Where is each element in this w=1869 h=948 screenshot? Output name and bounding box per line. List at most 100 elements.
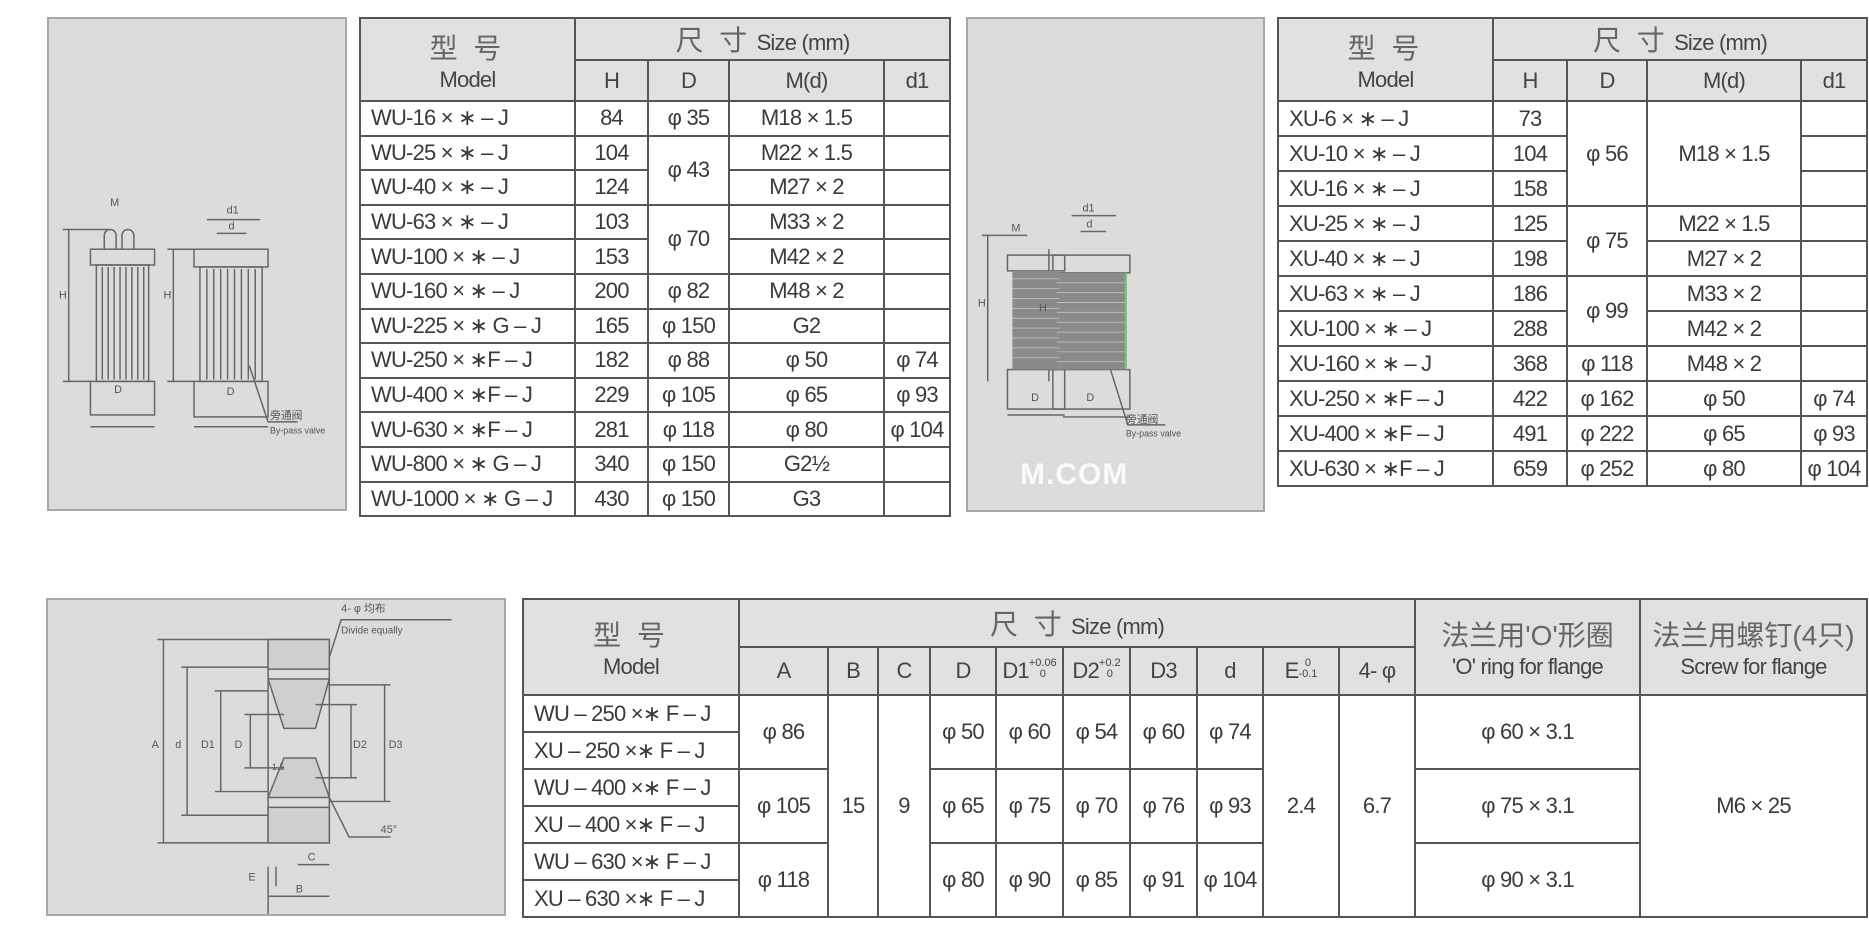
label-d-bottom2: D bbox=[1086, 392, 1094, 404]
col-h: H bbox=[574, 59, 649, 102]
value-cell bbox=[1799, 240, 1869, 277]
table-row: WU-225 × ∗ G – J 165 φ 150 G2 bbox=[359, 307, 952, 345]
value-cell: G3 bbox=[728, 480, 885, 518]
xu-filter-diagram: M d1 d H H D D 旁通阀 By-pass valve bbox=[978, 203, 1181, 439]
table-row: WU-16 × ∗ – J 84 φ 35 M18 × 1.5 bbox=[359, 100, 952, 137]
label-chamfer: 1.5 bbox=[272, 762, 284, 772]
value-cell: 491 bbox=[1492, 415, 1568, 452]
value-cell: φ 82 bbox=[647, 272, 730, 310]
label-m: M bbox=[1011, 222, 1020, 234]
value-cell: φ 75 bbox=[995, 768, 1064, 844]
value-cell: φ 50 bbox=[929, 694, 997, 770]
value-cell: M42 × 2 bbox=[728, 238, 885, 275]
value-cell: φ 70 bbox=[647, 203, 730, 275]
label-d: d bbox=[229, 220, 235, 232]
value-cell: φ 90 bbox=[995, 842, 1064, 918]
value-cell: φ 118 bbox=[647, 411, 730, 448]
value-cell: 73 bbox=[1492, 100, 1568, 137]
label-d-bottom: D bbox=[1031, 392, 1039, 404]
col-d: D bbox=[647, 59, 730, 102]
size-header: 尺 寸 Size (mm) bbox=[737, 598, 1417, 648]
col-md: M(d) bbox=[728, 59, 885, 102]
label-m: M bbox=[110, 197, 119, 209]
table-row: XU-160 × ∗ – J 368 φ 118 M48 × 2 bbox=[1277, 345, 1869, 382]
col-header: E 0 -0.1 bbox=[1262, 646, 1340, 696]
xu-spec-table: 型 号 Model 尺 寸 Size (mm) H D M(d) d1 XU-6 … bbox=[1277, 17, 1869, 487]
value-cell: φ 50 bbox=[728, 342, 885, 379]
label-d1: D1 bbox=[201, 739, 215, 751]
value-cell bbox=[882, 100, 952, 137]
value-cell: 281 bbox=[574, 411, 649, 448]
value-cell: 430 bbox=[574, 480, 649, 518]
model-cell: XU-100 × ∗ – J bbox=[1277, 310, 1494, 347]
value-cell: M33 × 2 bbox=[1646, 275, 1802, 312]
wu-filter-drawing: M d1 d H H D D 旁通阀 By-pass valve bbox=[47, 17, 347, 511]
table-row: XU-630 × ∗F – J 659 φ 252 φ 80 φ 104 bbox=[1277, 450, 1869, 487]
value-cell: M22 × 1.5 bbox=[1646, 205, 1802, 242]
model-cell: WU-630 × ∗F – J bbox=[359, 411, 576, 448]
value-cell: φ 150 bbox=[647, 480, 730, 518]
value-cell: φ 43 bbox=[647, 134, 730, 206]
col-md: M(d) bbox=[1646, 59, 1802, 102]
value-cell bbox=[882, 169, 952, 206]
col-header: D2 +0.2 0 bbox=[1062, 646, 1131, 696]
bypass-label-en: By-pass valve bbox=[1126, 429, 1181, 439]
oring-header: 法兰用'O'形圈 'O' ring for flange bbox=[1414, 598, 1642, 696]
label-h2: H bbox=[1039, 302, 1047, 314]
value-cell bbox=[1799, 345, 1869, 382]
value-cell: φ 80 bbox=[728, 411, 885, 448]
value-cell bbox=[1799, 205, 1869, 242]
value-cell bbox=[882, 238, 952, 275]
col-header: C bbox=[877, 646, 931, 696]
value-cell: M18 × 1.5 bbox=[1646, 100, 1802, 207]
col-header: D bbox=[929, 646, 997, 696]
value-cell bbox=[882, 272, 952, 310]
col-header: B bbox=[827, 646, 879, 696]
value-cell: φ 93 bbox=[1196, 768, 1264, 844]
col-header: D1 +0.06 0 bbox=[995, 646, 1064, 696]
table-row: WU-25 × ∗ – J 104 φ 43 M22 × 1.5 bbox=[359, 134, 952, 206]
model-cell: WU-100 × ∗ – J bbox=[359, 238, 576, 275]
value-cell: φ 65 bbox=[1646, 415, 1802, 452]
table-row: XU-100 × ∗ – J 288 M42 × 2 bbox=[1277, 310, 1869, 347]
value-cell: 103 bbox=[574, 203, 649, 241]
value-cell: φ 70 bbox=[1062, 768, 1131, 844]
label-d1: d1 bbox=[1082, 203, 1094, 215]
label-d: d bbox=[1086, 219, 1092, 231]
model-cell: XU-400 × ∗F – J bbox=[1277, 415, 1494, 452]
value-cell: φ 104 bbox=[882, 411, 952, 448]
value-cell: 15 bbox=[827, 694, 879, 918]
value-cell: G2 bbox=[728, 307, 885, 345]
value-cell: M48 × 2 bbox=[1646, 345, 1802, 382]
value-cell bbox=[1799, 135, 1869, 172]
table-row: WU-250 × ∗F – J 182 φ 88 φ 50 φ 74 bbox=[359, 342, 952, 379]
model-cell: WU-1000 × ∗ G – J bbox=[359, 480, 576, 518]
label-d-small: d bbox=[175, 739, 181, 751]
value-cell: φ 65 bbox=[728, 376, 885, 414]
value-cell: φ 150 bbox=[647, 445, 730, 483]
col-header: A bbox=[738, 646, 829, 696]
value-cell: M42 × 2 bbox=[1646, 310, 1802, 347]
table-row: XU – 250 ×∗ F – J bbox=[522, 731, 1867, 770]
value-cell: φ 74 bbox=[1196, 694, 1264, 770]
value-cell: φ 99 bbox=[1566, 275, 1648, 347]
label-d1: d1 bbox=[227, 205, 239, 217]
value-cell: M27 × 2 bbox=[728, 169, 885, 206]
value-cell bbox=[1799, 275, 1869, 312]
model-header: 型 号 Model bbox=[1277, 17, 1494, 102]
col-header: 4- φ bbox=[1337, 646, 1417, 696]
size-header: 尺 寸 Size (mm) bbox=[1491, 17, 1869, 61]
table-row: XU-10 × ∗ – J 104 bbox=[1277, 135, 1869, 172]
col-h: H bbox=[1492, 59, 1568, 102]
model-cell: XU-25 × ∗ – J bbox=[1277, 205, 1494, 242]
value-cell: 186 bbox=[1492, 275, 1568, 312]
table-row: WU-400 × ∗F – J 229 φ 105 φ 65 φ 93 bbox=[359, 376, 952, 414]
value-cell: φ 252 bbox=[1566, 450, 1648, 487]
value-cell: 182 bbox=[574, 342, 649, 379]
value-cell: 104 bbox=[1492, 135, 1568, 172]
screw-header: 法兰用螺钉(4只) Screw for flange bbox=[1639, 598, 1869, 696]
value-cell: φ 85 bbox=[1062, 842, 1131, 918]
table-row: WU-800 × ∗ G – J 340 φ 150 G2½ bbox=[359, 445, 952, 483]
model-cell: WU-16 × ∗ – J bbox=[359, 100, 576, 137]
